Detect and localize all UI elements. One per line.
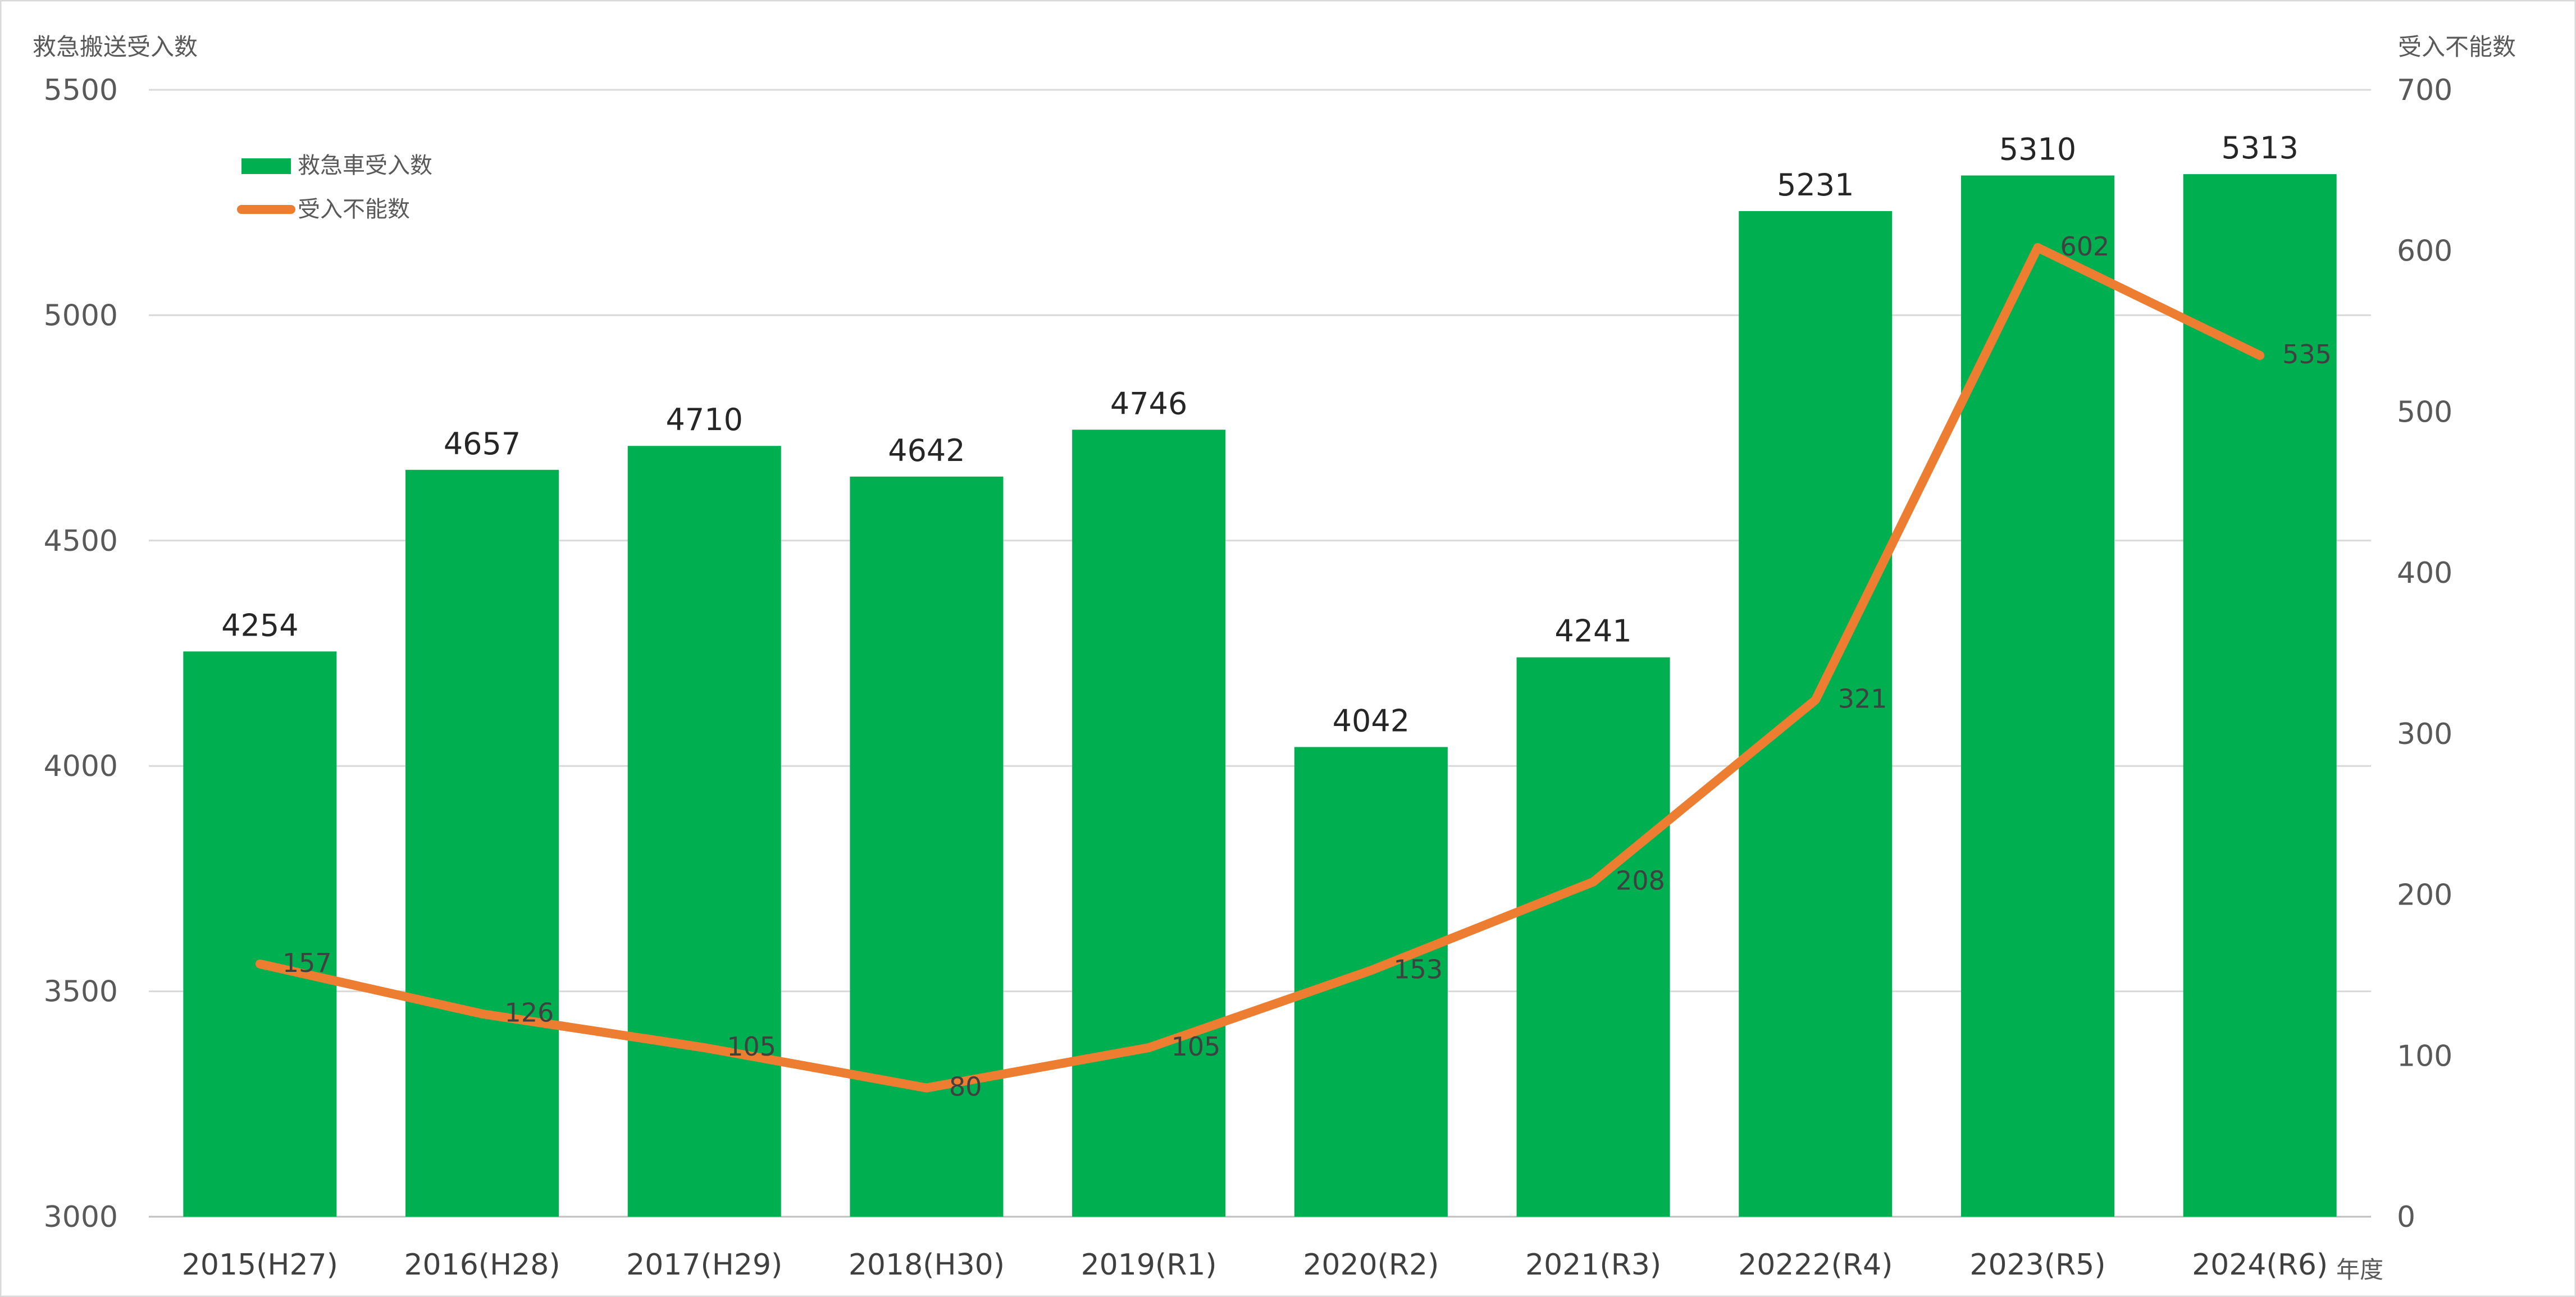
bar-data-label: 5310: [1999, 132, 2076, 167]
right-axis-tick-label: 300: [2397, 718, 2452, 751]
legend-bar-swatch: [241, 158, 291, 174]
bar: [1516, 657, 1670, 1217]
category-label: 2019(R1): [1081, 1248, 1217, 1282]
bar: [405, 469, 559, 1217]
right-axis-tick-label: 200: [2397, 879, 2452, 912]
line-data-labels: 157 126 105 80 105 153 208 321 602 535: [282, 231, 2332, 1102]
line-path: [255, 243, 2265, 1093]
line-data-label: 105: [727, 1031, 776, 1062]
bar-data-label: 4241: [1554, 614, 1631, 649]
left-axis-tick-label: 5000: [44, 299, 118, 332]
bar-data-label: 4657: [444, 426, 521, 462]
line-data-label: 126: [505, 998, 554, 1028]
bar: [1961, 175, 2114, 1217]
line-data-label: 153: [1393, 954, 1443, 984]
bar-data-label: 4254: [221, 608, 298, 643]
right-axis-tick-label: 500: [2397, 395, 2452, 429]
category-label: 2016(H28): [404, 1248, 560, 1282]
bar-data-label: 4642: [888, 433, 965, 468]
left-axis-tick-label: 4000: [44, 750, 118, 783]
category-label: 2023(R5): [1969, 1248, 2105, 1282]
left-axis-tick-label: 5500: [44, 74, 118, 107]
right-axis-title: 受入不能数: [2398, 33, 2516, 61]
left-axis-tick-label: 3500: [44, 975, 118, 1009]
bar-series: [183, 174, 2337, 1217]
right-axis-tick-label: 100: [2397, 1039, 2452, 1073]
left-axis-tick-label: 3000: [44, 1200, 118, 1234]
bar-data-labels: 4254 4657 4710 4642 4746 4042 4241 5231 5310 5313: [221, 130, 2299, 738]
bar-data-label: 5313: [2221, 130, 2298, 166]
category-label: 2017(H29): [626, 1248, 782, 1282]
bar-data-label: 5231: [1777, 167, 1854, 203]
legend-line-label: 受入不能数: [298, 197, 410, 222]
right-axis-tick-label: 700: [2397, 74, 2452, 107]
line-data-label: 208: [1616, 866, 1665, 896]
left-axis-ticks: 3000 3500 4000 4500 5000 5500: [44, 74, 118, 1234]
category-label: 2018(H30): [849, 1248, 1005, 1282]
category-label: 2021(R3): [1525, 1248, 1661, 1282]
bar: [627, 446, 781, 1217]
legend-bar-label: 救急車受入数: [298, 153, 432, 179]
category-label: 2024(R6): [2192, 1248, 2328, 1282]
left-axis-title: 救急搬送受入数: [33, 33, 198, 61]
bar: [1739, 211, 1893, 1217]
bar: [1072, 430, 1226, 1217]
category-axis-labels: 2015(H27) 2016(H28) 2017(H29) 2018(H30) 2019…: [182, 1248, 2328, 1282]
right-axis-ticks: 0 100 200 300 400 500 600 700: [2397, 74, 2452, 1234]
bar: [1294, 747, 1448, 1217]
line-data-label: 602: [2060, 231, 2109, 262]
line-data-label: 80: [949, 1072, 982, 1102]
category-label: 20222(R4): [1738, 1248, 1893, 1282]
category-label: 2015(H27): [182, 1248, 338, 1282]
line-data-label: 321: [1838, 684, 1887, 714]
right-axis-tick-label: 600: [2397, 235, 2452, 268]
right-axis-tick-label: 0: [2397, 1200, 2415, 1234]
bar: [2183, 174, 2337, 1217]
bar: [850, 476, 1004, 1217]
left-axis-tick-label: 4500: [44, 524, 118, 558]
x-axis-title: 年度: [2336, 1256, 2383, 1284]
legend: 救急車受入数 受入不能数: [237, 153, 432, 222]
line-data-label: 157: [282, 948, 332, 978]
bar-data-label: 4746: [1110, 386, 1187, 421]
line-data-label: 105: [1171, 1031, 1221, 1062]
bar-data-label: 4710: [666, 402, 743, 437]
right-axis-tick-label: 400: [2397, 556, 2452, 590]
line-series: [255, 243, 2265, 1093]
line-data-label: 535: [2282, 339, 2332, 369]
category-label: 2020(R2): [1303, 1248, 1439, 1282]
bar-data-label: 4042: [1333, 703, 1410, 738]
bar: [183, 651, 337, 1217]
